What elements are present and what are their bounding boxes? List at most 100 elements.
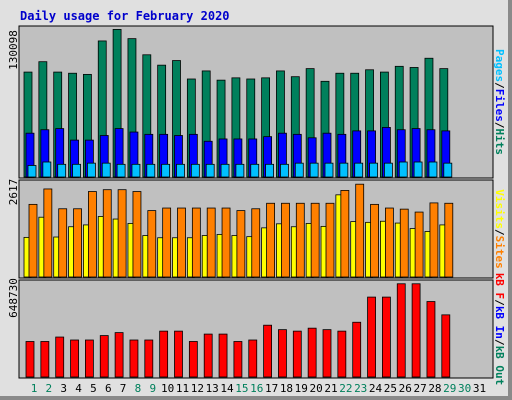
bar-kbf xyxy=(129,339,139,378)
middle-panel-max-label: 2617 xyxy=(7,179,20,206)
bottom-panel-max-label: 648730 xyxy=(7,278,20,318)
bar-sites xyxy=(102,189,112,278)
bar-sites xyxy=(206,207,216,278)
day-label: 31 xyxy=(473,382,486,395)
bar-kbf xyxy=(322,329,332,378)
day-label: 21 xyxy=(324,382,337,395)
bar-sites xyxy=(325,202,335,278)
bar-kbf xyxy=(426,301,436,378)
bar-pages xyxy=(176,163,185,178)
bar-kbf xyxy=(55,336,65,378)
day-label: 19 xyxy=(295,382,308,395)
bar-kbf xyxy=(233,341,243,378)
bar-pages xyxy=(146,163,156,178)
bar-sites xyxy=(414,211,424,278)
bar-sites xyxy=(355,183,365,278)
bar-kbf xyxy=(411,283,421,378)
top-panel-legend-part: Files xyxy=(493,89,506,122)
day-label: 1 xyxy=(31,382,38,395)
bar-kbf xyxy=(70,339,79,378)
bar-kbf xyxy=(203,333,213,378)
bar-pages xyxy=(250,163,260,178)
day-label: 17 xyxy=(265,382,278,395)
bar-sites xyxy=(281,202,290,278)
bar-pages xyxy=(116,163,126,178)
bar-pages xyxy=(87,162,96,178)
bar-pages xyxy=(413,161,423,178)
bar-pages xyxy=(235,163,245,178)
bottom-panel-legend: kB F/kB In/kB Out xyxy=(493,273,506,386)
bar-kbf xyxy=(25,341,35,378)
top-panel-legend: Pages/Files/Hits xyxy=(493,49,506,155)
bar-kbf xyxy=(159,330,169,378)
day-label: 20 xyxy=(310,382,323,395)
bottom-panel-legend-part: / xyxy=(493,339,506,346)
bar-sites xyxy=(117,189,127,278)
bar-pages xyxy=(280,163,289,178)
bar-kbf xyxy=(441,314,451,378)
bar-kbf xyxy=(292,330,302,378)
bar-kbf xyxy=(188,341,198,378)
bar-sites xyxy=(444,202,454,278)
bar-sites xyxy=(28,203,38,278)
bar-sites xyxy=(310,202,320,278)
bar-kbf xyxy=(337,330,347,378)
bar-pages xyxy=(383,162,393,178)
day-label: 6 xyxy=(105,382,112,395)
top-panel-legend-part: Hits xyxy=(493,129,506,156)
bar-kbf xyxy=(218,333,228,378)
bar-sites xyxy=(191,207,201,278)
bar-sites xyxy=(43,188,53,278)
bar-kbf xyxy=(144,339,154,378)
day-label: 22 xyxy=(339,382,352,395)
day-label: 25 xyxy=(384,382,397,395)
day-label: 12 xyxy=(191,382,204,395)
day-label: 26 xyxy=(399,382,412,395)
day-label: 30 xyxy=(458,382,471,395)
day-label: 8 xyxy=(135,382,142,395)
bar-sites xyxy=(340,190,350,278)
bar-sites xyxy=(295,202,305,278)
bar-kbf xyxy=(352,321,362,378)
bar-sites xyxy=(88,191,97,278)
bar-pages xyxy=(27,165,37,178)
bar-pages xyxy=(161,163,171,178)
bar-sites xyxy=(73,208,82,278)
bar-pages xyxy=(42,161,52,178)
middle-panel-legend: Visits/Sites xyxy=(493,189,506,269)
bar-pages xyxy=(339,162,349,178)
bar-kbf xyxy=(40,341,50,378)
day-label: 23 xyxy=(354,382,367,395)
bar-kbf xyxy=(307,327,317,378)
bar-sites xyxy=(251,208,261,278)
middle-panel-legend-part: Sites xyxy=(493,236,506,269)
bar-pages xyxy=(398,161,408,178)
day-label: 5 xyxy=(90,382,97,395)
bar-sites xyxy=(429,202,439,278)
bar-sites xyxy=(236,210,246,278)
bar-sites xyxy=(58,208,68,278)
day-label: 28 xyxy=(428,382,441,395)
day-label: 16 xyxy=(250,382,263,395)
bar-pages xyxy=(131,163,141,178)
bar-pages xyxy=(101,162,111,178)
bar-kbf xyxy=(174,330,183,378)
top-panel-legend-part: / xyxy=(493,82,506,89)
day-label: 18 xyxy=(280,382,293,395)
bottom-panel-legend-part: kB F xyxy=(493,273,506,300)
day-label: 2 xyxy=(46,382,53,395)
bar-sites xyxy=(221,207,231,278)
middle-panel-legend-part: / xyxy=(493,229,506,236)
bar-kbf xyxy=(248,339,258,378)
day-label: 10 xyxy=(161,382,174,395)
bar-pages xyxy=(205,163,215,178)
day-label: 27 xyxy=(413,382,426,395)
bottom-panel-legend-part: / xyxy=(493,299,506,306)
bar-kbf xyxy=(99,335,109,378)
day-label: 9 xyxy=(149,382,156,395)
bar-pages xyxy=(265,163,275,178)
chart-title: Daily usage for February 2020 xyxy=(20,9,230,23)
day-label: 3 xyxy=(60,382,67,395)
bar-sites xyxy=(147,210,157,278)
